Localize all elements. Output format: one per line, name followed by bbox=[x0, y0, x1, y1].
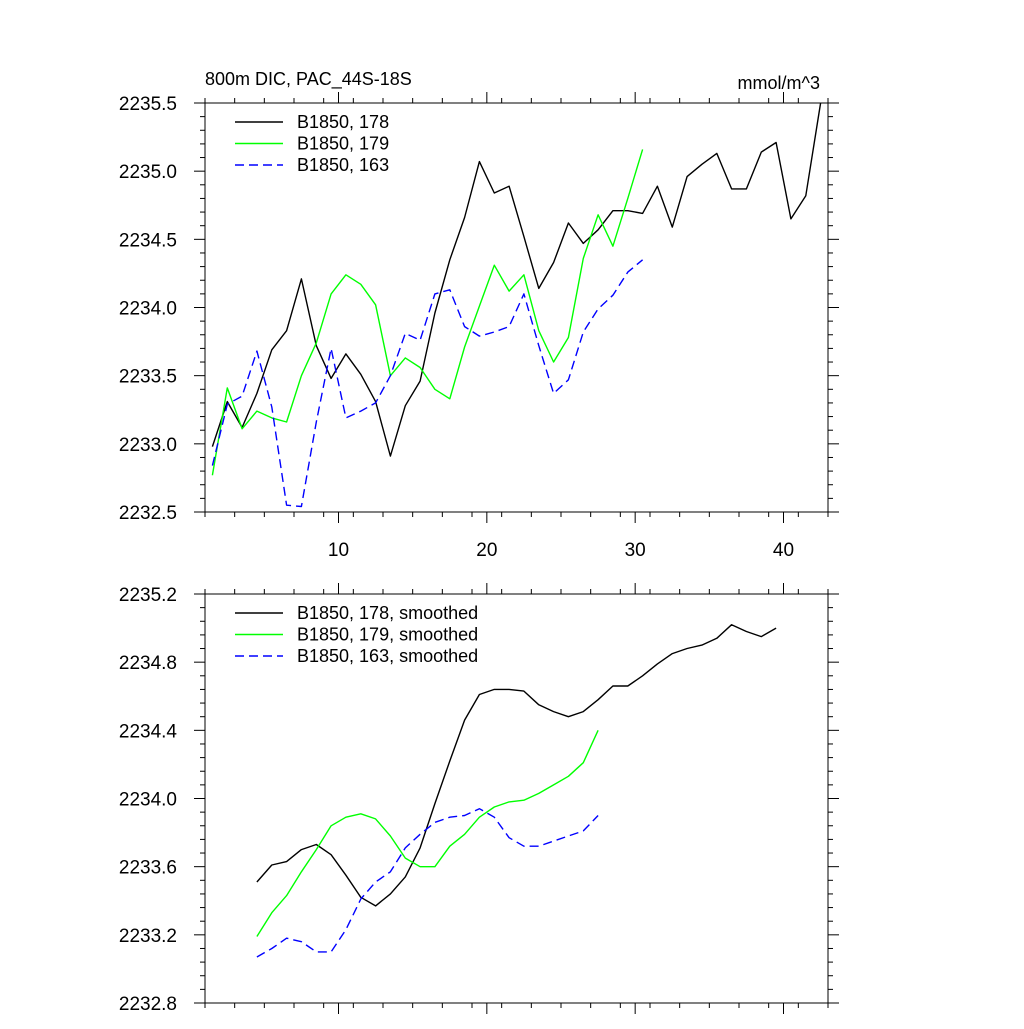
panel2-ytick-label: 2233.2 bbox=[119, 926, 177, 947]
panel1-xtick-label: 30 bbox=[625, 540, 646, 561]
panel1-xtick-label: 10 bbox=[328, 540, 349, 561]
panel2-series-line-1 bbox=[256, 624, 777, 907]
panel1-xtick-label: 20 bbox=[476, 540, 497, 561]
panel1-legend-label-3: B1850, 163 bbox=[297, 155, 389, 175]
panel2-ytick-label: 2234.0 bbox=[119, 790, 177, 811]
panel2-group bbox=[194, 583, 839, 1014]
panel1-legend-label-2: B1850, 179 bbox=[297, 134, 389, 154]
panel2-ytick-label: 2235.2 bbox=[119, 585, 177, 606]
panel2-legend-label-2: B1850, 179, smoothed bbox=[297, 625, 478, 645]
panel1-ytick-label: 2233.0 bbox=[119, 435, 177, 456]
panel2-series-line-3 bbox=[256, 808, 599, 958]
panel1-series-line-1 bbox=[211, 102, 822, 457]
panel1-ytick-label: 2235.0 bbox=[119, 162, 177, 183]
panel1-ytick-label: 2234.5 bbox=[119, 230, 177, 251]
panel1-ytick-label: 2233.5 bbox=[119, 367, 177, 388]
panel1-legend-label-1: B1850, 178 bbox=[297, 112, 389, 132]
panel1-series-line-2 bbox=[211, 149, 644, 476]
panel2-legend-label-1: B1850, 178, smoothed bbox=[297, 603, 478, 623]
panel1-group bbox=[194, 92, 839, 523]
panel1-ytick-label: 2232.5 bbox=[119, 503, 177, 524]
panel1-units: mmol/m^3 bbox=[738, 73, 820, 93]
panel2-legend-label-3: B1850, 163, smoothed bbox=[297, 646, 478, 666]
panel1-ytick-label: 2234.0 bbox=[119, 299, 177, 320]
panel2-ytick-label: 2234.8 bbox=[119, 653, 177, 674]
panel1-xtick-label: 40 bbox=[773, 540, 794, 561]
panel1-ytick-label: 2235.5 bbox=[119, 94, 177, 115]
panel2-series-line-2 bbox=[256, 730, 599, 937]
panel1-title: 800m DIC, PAC_44S-18S bbox=[205, 69, 412, 90]
panel2-ytick-label: 2233.6 bbox=[119, 858, 177, 879]
panel2-ytick-label: 2234.4 bbox=[119, 721, 178, 742]
panel1-series-line-3 bbox=[211, 259, 644, 508]
panel2-ytick-label: 2232.8 bbox=[119, 994, 177, 1015]
